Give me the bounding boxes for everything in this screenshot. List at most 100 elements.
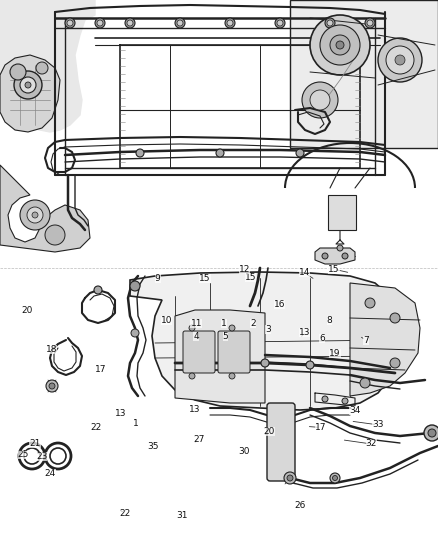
Polygon shape (315, 248, 355, 264)
Circle shape (229, 373, 235, 379)
Text: 13: 13 (299, 328, 310, 337)
Circle shape (330, 473, 340, 483)
Circle shape (227, 20, 233, 26)
Circle shape (14, 71, 42, 99)
Circle shape (177, 20, 183, 26)
Circle shape (125, 18, 135, 28)
Text: 27: 27 (194, 435, 205, 444)
Circle shape (336, 41, 344, 49)
Text: 34: 34 (349, 406, 360, 415)
Text: 10: 10 (161, 317, 172, 325)
Circle shape (20, 77, 36, 93)
Circle shape (65, 18, 75, 28)
Text: 3: 3 (265, 326, 271, 334)
FancyBboxPatch shape (267, 403, 295, 481)
Polygon shape (0, 0, 95, 132)
Text: 19: 19 (329, 349, 341, 358)
Circle shape (367, 20, 373, 26)
Text: 20: 20 (264, 427, 275, 436)
Text: 5: 5 (223, 333, 229, 341)
FancyBboxPatch shape (218, 331, 250, 373)
Circle shape (36, 62, 48, 74)
Circle shape (330, 35, 350, 55)
Circle shape (332, 475, 338, 481)
Circle shape (395, 55, 405, 65)
Circle shape (390, 358, 400, 368)
Circle shape (127, 20, 133, 26)
Circle shape (327, 20, 333, 26)
Circle shape (378, 38, 422, 82)
Text: 13: 13 (115, 409, 126, 417)
Circle shape (365, 298, 375, 308)
Text: 8: 8 (326, 316, 332, 325)
Circle shape (360, 378, 370, 388)
Text: 24: 24 (45, 469, 56, 478)
Circle shape (325, 18, 335, 28)
Text: 33: 33 (372, 421, 383, 429)
Text: 14: 14 (299, 269, 310, 277)
Circle shape (390, 313, 400, 323)
Circle shape (49, 383, 55, 389)
Text: 35: 35 (148, 442, 159, 451)
Circle shape (322, 396, 328, 402)
Circle shape (275, 18, 285, 28)
Circle shape (424, 425, 438, 441)
Text: 1: 1 (221, 319, 227, 328)
Circle shape (45, 225, 65, 245)
Text: 20: 20 (21, 306, 33, 315)
Circle shape (10, 64, 26, 80)
Circle shape (25, 82, 31, 88)
Circle shape (131, 329, 139, 337)
FancyBboxPatch shape (183, 331, 215, 373)
Circle shape (342, 253, 348, 259)
Text: 26: 26 (294, 501, 306, 510)
Text: 21: 21 (29, 439, 41, 448)
Text: 1: 1 (133, 419, 139, 428)
Text: 22: 22 (119, 509, 131, 518)
Circle shape (189, 373, 195, 379)
Circle shape (365, 18, 375, 28)
Circle shape (320, 25, 360, 65)
Circle shape (287, 475, 293, 481)
Polygon shape (175, 310, 265, 403)
Circle shape (32, 212, 38, 218)
Polygon shape (0, 55, 60, 132)
Text: 23: 23 (36, 452, 47, 461)
Text: 11: 11 (191, 319, 202, 328)
Circle shape (136, 149, 144, 157)
Circle shape (296, 149, 304, 157)
Circle shape (261, 359, 269, 367)
Text: 18: 18 (46, 345, 57, 353)
Circle shape (229, 325, 235, 331)
Polygon shape (130, 272, 400, 410)
Circle shape (20, 200, 50, 230)
Text: 13: 13 (189, 405, 201, 414)
Circle shape (310, 15, 370, 75)
Bar (328, 195, 356, 230)
Bar (290, 0, 438, 148)
Circle shape (225, 18, 235, 28)
Text: 31: 31 (176, 512, 187, 520)
Circle shape (95, 18, 105, 28)
Text: 25: 25 (18, 450, 29, 459)
Text: 22: 22 (91, 423, 102, 432)
Circle shape (97, 20, 103, 26)
Circle shape (189, 325, 195, 331)
Circle shape (130, 281, 140, 291)
Circle shape (27, 207, 43, 223)
Text: 12: 12 (239, 265, 250, 273)
Circle shape (428, 429, 436, 437)
Text: 6: 6 (319, 334, 325, 343)
Text: 9: 9 (155, 274, 161, 282)
Circle shape (306, 361, 314, 369)
Text: 15: 15 (199, 274, 211, 282)
Text: 15: 15 (245, 273, 256, 281)
Polygon shape (350, 283, 420, 396)
Circle shape (94, 286, 102, 294)
Circle shape (284, 472, 296, 484)
Circle shape (46, 380, 58, 392)
Circle shape (277, 20, 283, 26)
Circle shape (67, 20, 73, 26)
Text: 17: 17 (95, 365, 106, 374)
Circle shape (337, 245, 343, 251)
